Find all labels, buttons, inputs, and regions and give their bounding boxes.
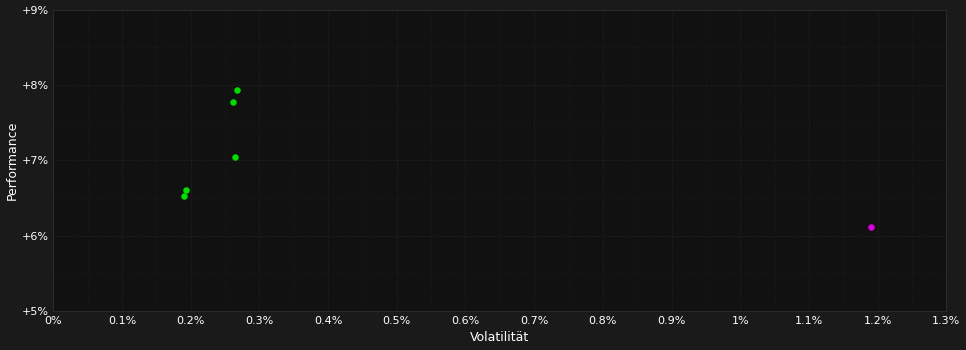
Point [863, 224, 878, 229]
X-axis label: Volatilität: Volatilität [470, 331, 529, 344]
Point [226, 99, 242, 104]
Y-axis label: Performance: Performance [6, 121, 18, 200]
Point [230, 88, 245, 93]
Point [178, 188, 193, 193]
Point [176, 193, 191, 198]
Point [228, 154, 243, 159]
